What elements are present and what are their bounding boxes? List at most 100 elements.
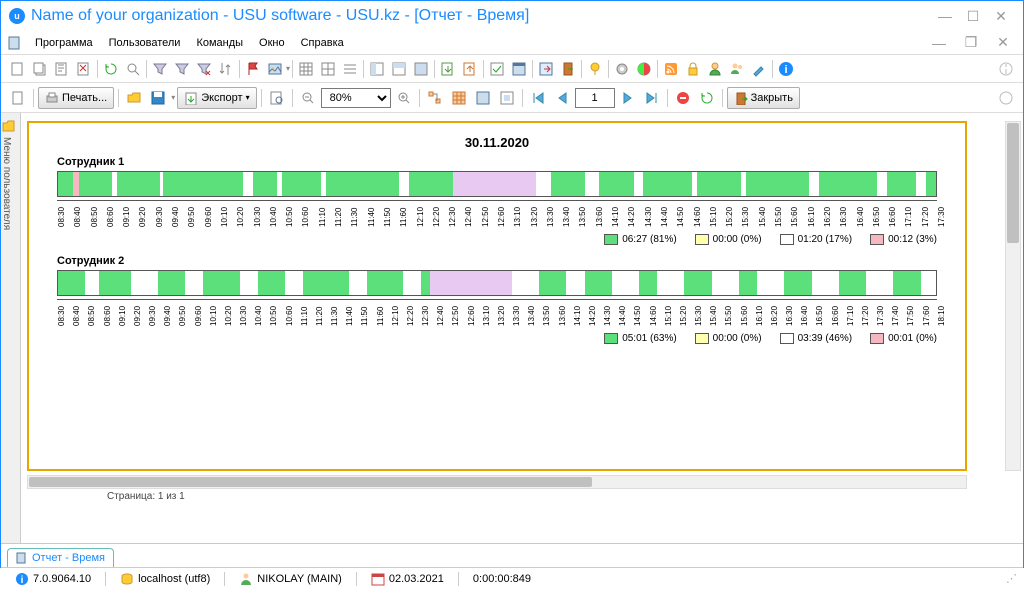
info-icon[interactable]: i [775,58,797,80]
zoom-select[interactable]: 80% [321,88,391,108]
export2-icon[interactable] [459,58,481,80]
grid2-icon[interactable] [317,58,339,80]
close-button[interactable]: ✕ [987,6,1015,26]
report-toolbar: Печать... ▾ Экспорт▾ 80% Закрыть [1,83,1023,113]
minimize-button[interactable]: — [931,6,959,26]
horizontal-scrollbar[interactable] [27,475,967,489]
report-viewport: 30.11.2020 Сотрудник 1 08:3008:4008:5008:… [21,113,1023,543]
status-timer: 0:00:00:849 [473,573,531,585]
page-input[interactable] [575,88,615,108]
timeline [57,270,937,296]
check-icon[interactable] [486,58,508,80]
titlebar: u Name of your organization - USU softwa… [1,1,1023,31]
refresh-icon[interactable] [100,58,122,80]
users-icon[interactable] [726,58,748,80]
reload-icon[interactable] [696,87,718,109]
open-icon[interactable] [123,87,145,109]
rss-icon[interactable] [660,58,682,80]
pin-icon[interactable] [584,58,606,80]
help2-icon[interactable] [995,87,1017,109]
zoomin-icon[interactable] [393,87,415,109]
user-icon[interactable] [704,58,726,80]
tree-icon[interactable] [424,87,446,109]
status-version: 7.0.9064.10 [33,573,91,585]
door-icon[interactable] [557,58,579,80]
export-button[interactable]: Экспорт▾ [177,87,256,109]
vertical-scrollbar[interactable] [1005,121,1021,471]
timeline [57,171,937,197]
layout2-icon[interactable] [388,58,410,80]
window-title: Name of your organization - USU software… [31,7,931,25]
mdi-minimize-button[interactable]: — [925,33,953,53]
filter2-icon[interactable] [171,58,193,80]
gear-icon[interactable] [611,58,633,80]
timeline-legend: 06:27 (81%)00:00 (0%)01:20 (17%)00:12 (3… [57,234,937,245]
import-icon[interactable] [535,58,557,80]
resize-grip[interactable]: ⋰ [1006,572,1017,585]
menu-справка[interactable]: Справка [293,34,352,52]
employee-name: Сотрудник 1 [57,156,937,168]
status-user: NIKOLAY (MAIN) [257,573,342,585]
timeline-legend: 05:01 (63%)00:00 (0%)03:39 (46%)00:01 (0… [57,333,937,344]
svg-text:i: i [784,64,787,76]
last-icon[interactable] [641,87,663,109]
window-icon[interactable] [508,58,530,80]
props-icon[interactable] [472,87,494,109]
image-icon[interactable] [264,58,286,80]
find-icon[interactable] [266,87,288,109]
statusbar: i 7.0.9064.10 localhost (utf8) NIKOLAY (M… [1,567,1023,589]
sort-icon[interactable] [215,58,237,80]
close-report-button[interactable]: Закрыть [727,87,800,109]
flag-icon[interactable] [242,58,264,80]
mdi-close-button[interactable]: ✕ [989,33,1017,53]
delete-icon[interactable] [73,58,95,80]
report-page: 30.11.2020 Сотрудник 1 08:3008:4008:5008:… [27,121,967,471]
filter-clear-icon[interactable] [193,58,215,80]
menu-окно[interactable]: Окно [251,34,293,52]
list-icon[interactable] [339,58,361,80]
maximize-button[interactable]: ☐ [959,6,987,26]
prev-icon[interactable] [551,87,573,109]
app-icon: u [9,8,25,24]
report-date: 30.11.2020 [57,135,937,150]
search-icon[interactable] [122,58,144,80]
status-host: localhost (utf8) [138,573,210,585]
menu-icon [7,35,23,51]
layout3-icon[interactable] [410,58,432,80]
fit-icon[interactable] [496,87,518,109]
help-icon[interactable] [995,58,1017,80]
save-icon[interactable] [147,87,169,109]
time-axis: 08:3008:4008:5008:6009:1009:2009:3009:40… [57,200,937,228]
print-button[interactable]: Печать... [38,87,114,109]
tab-report[interactable]: Отчет - Время [7,548,114,567]
copy-icon[interactable] [29,58,51,80]
thumb-icon[interactable] [448,87,470,109]
main-toolbar: ▾ i [1,55,1023,83]
side-tab[interactable]: Меню пользователя [1,113,21,543]
menubar: ПрограммаПользователиКомандыОкноСправка … [1,31,1023,55]
layout1-icon[interactable] [366,58,388,80]
color-icon[interactable] [633,58,655,80]
status-date: 02.03.2021 [389,573,444,585]
document-tabs: Отчет - Время [1,543,1023,567]
filter-icon[interactable] [149,58,171,80]
new-icon[interactable] [7,58,29,80]
menu-программа[interactable]: Программа [27,34,101,52]
grid1-icon[interactable] [295,58,317,80]
doc-icon[interactable] [7,87,29,109]
zoomout-icon[interactable] [297,87,319,109]
first-icon[interactable] [527,87,549,109]
menu-пользователи[interactable]: Пользователи [101,34,189,52]
lock-icon[interactable] [682,58,704,80]
svg-text:i: i [21,575,24,586]
mdi-restore-button[interactable]: ❐ [957,33,985,53]
edit-icon[interactable] [51,58,73,80]
menu-команды[interactable]: Команды [188,34,251,52]
brush-icon[interactable] [748,58,770,80]
export1-icon[interactable] [437,58,459,80]
employee-name: Сотрудник 2 [57,255,937,267]
next-icon[interactable] [617,87,639,109]
time-axis: 08:3008:4008:5008:6009:1009:2009:3009:40… [57,299,937,327]
stop-icon[interactable] [672,87,694,109]
pager-text: Страница: 1 из 1 [27,489,1019,504]
